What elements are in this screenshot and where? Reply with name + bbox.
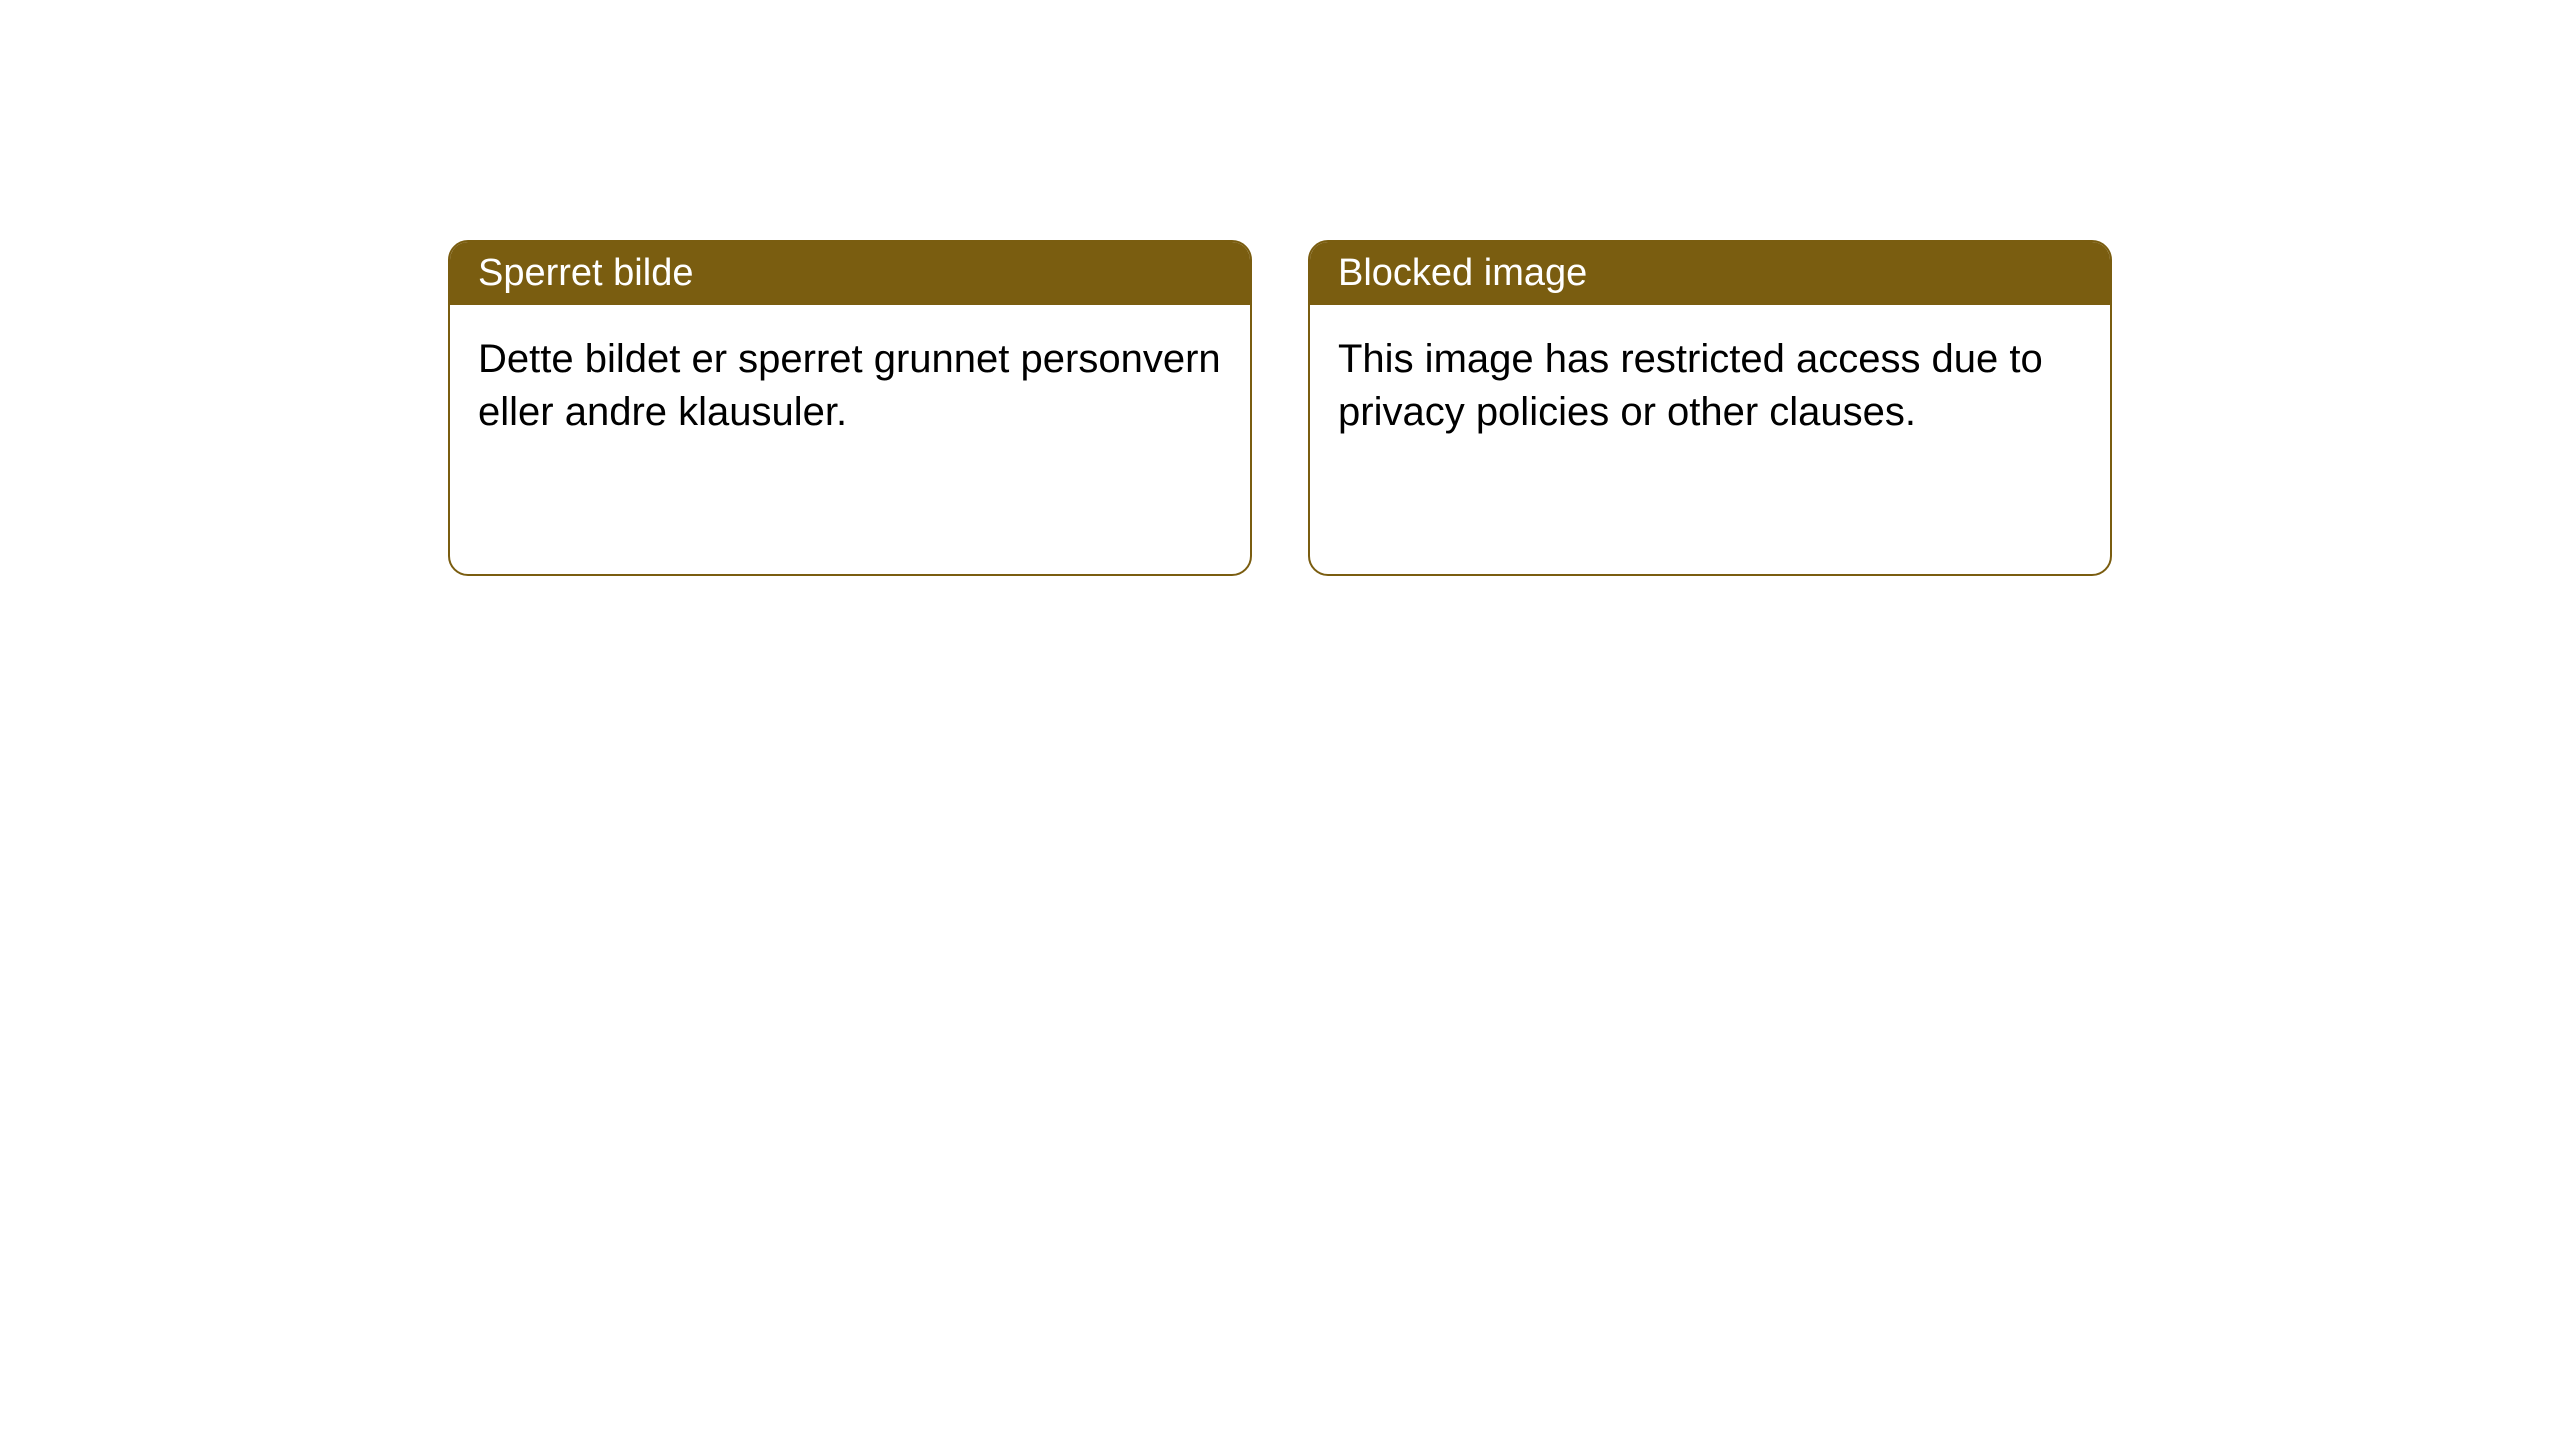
notice-title: Sperret bilde <box>478 252 693 294</box>
notice-title: Blocked image <box>1338 252 1587 294</box>
notice-body: Dette bildet er sperret grunnet personve… <box>450 305 1250 467</box>
notice-body: This image has restricted access due to … <box>1310 305 2110 467</box>
notice-header: Blocked image <box>1310 242 2110 305</box>
notice-card-english: Blocked image This image has restricted … <box>1308 240 2112 576</box>
notice-body-text: This image has restricted access due to … <box>1338 337 2043 434</box>
notice-body-text: Dette bildet er sperret grunnet personve… <box>478 337 1221 434</box>
notice-header: Sperret bilde <box>450 242 1250 305</box>
notice-card-norwegian: Sperret bilde Dette bildet er sperret gr… <box>448 240 1252 576</box>
notice-container: Sperret bilde Dette bildet er sperret gr… <box>0 0 2560 576</box>
